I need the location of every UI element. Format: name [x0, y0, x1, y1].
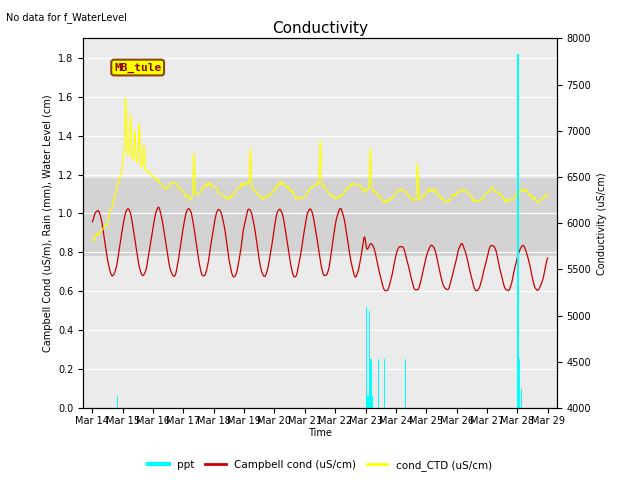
Bar [517, 54, 518, 408]
Bar [369, 311, 370, 408]
Bar [371, 360, 372, 408]
Bar [519, 360, 520, 408]
Bar [521, 388, 522, 408]
Bar [367, 396, 369, 408]
Bar [405, 360, 406, 408]
Bar [116, 396, 118, 408]
Y-axis label: Conductivity (uS/cm): Conductivity (uS/cm) [597, 172, 607, 275]
Bar [378, 360, 379, 408]
Title: Conductivity: Conductivity [272, 21, 368, 36]
Bar [83, 179, 557, 256]
Y-axis label: Campbell Cond (uS/m), Rain (mm), Water Level (cm): Campbell Cond (uS/m), Rain (mm), Water L… [42, 95, 52, 352]
Bar [384, 360, 385, 408]
Bar [365, 307, 367, 408]
Legend: ppt, Campbell cond (uS/cm), cond_CTD (uS/cm): ppt, Campbell cond (uS/cm), cond_CTD (uS… [144, 456, 496, 475]
X-axis label: Time: Time [308, 429, 332, 438]
Text: No data for f_WaterLevel: No data for f_WaterLevel [6, 12, 127, 23]
Text: MB_tule: MB_tule [114, 62, 161, 72]
Bar [372, 396, 373, 408]
